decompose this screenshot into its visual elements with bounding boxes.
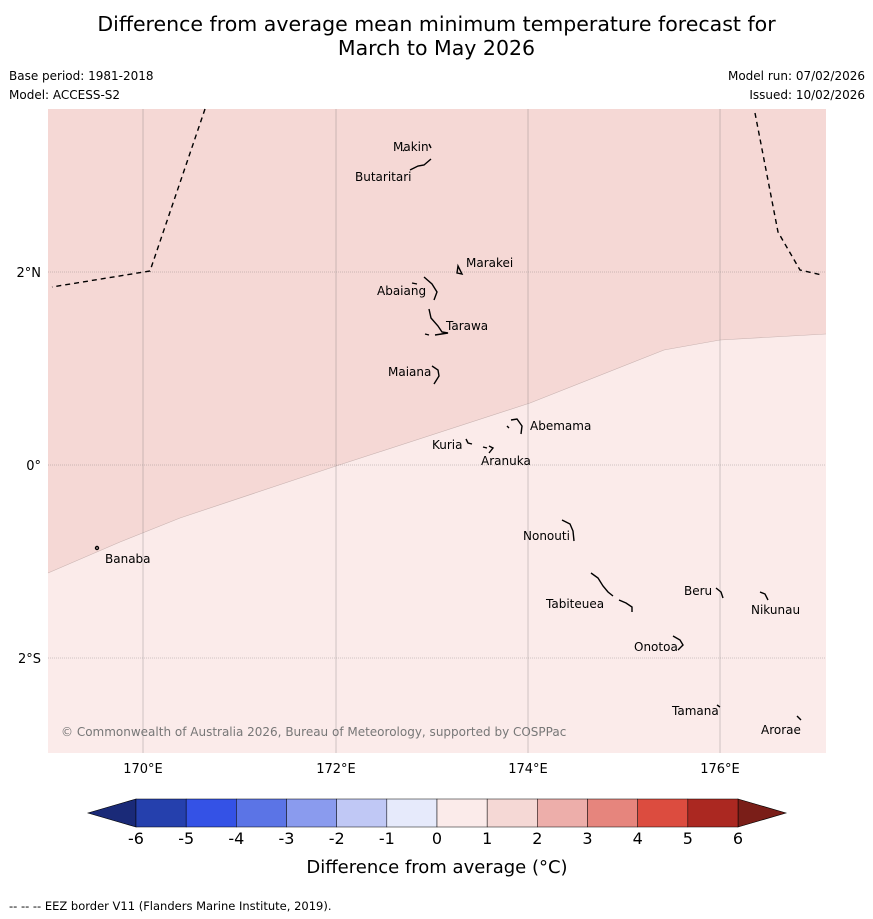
island-tamana: [716, 704, 721, 708]
island-nonouti: [561, 519, 575, 542]
colorbar-tick-label: -6: [128, 829, 144, 848]
label-marakei: Marakei: [466, 256, 513, 270]
colorbar-bin-1-to-2: [486, 798, 538, 828]
colorbar-tick-label: -4: [228, 829, 244, 848]
eez-legend-note: -- -- -- EEZ border V11 (Flanders Marine…: [9, 899, 332, 913]
island-abemama: [506, 418, 523, 435]
label-kuria: Kuria: [432, 438, 463, 452]
label-tamana: Tamana: [671, 704, 719, 718]
eez-borders: [51, 108, 823, 288]
lon-label-172: 172°E: [316, 762, 356, 777]
title-line-1: Difference from average mean minimum tem…: [97, 12, 776, 36]
colorbar-tick-label: 3: [582, 829, 592, 848]
base-period: Base period: 1981-2018: [9, 69, 154, 83]
colorbar-tick-label: 0: [432, 829, 442, 848]
label-nikunau: Nikunau: [751, 603, 800, 617]
lat-label-2n: 2°N: [17, 266, 42, 281]
label-nonouti: Nonouti: [523, 529, 570, 543]
colorbar-bin-4-to-5: [637, 798, 689, 828]
label-beru: Beru: [684, 584, 712, 598]
colorbar-tick-label: 1: [482, 829, 492, 848]
colorbar-tick-label: 2: [532, 829, 542, 848]
colorbar-bin-5-to-6: [687, 798, 739, 828]
colorbar-tick-label: 4: [633, 829, 643, 848]
island-onotoa: [672, 635, 684, 651]
island-makin: [402, 143, 432, 152]
island-tabiteuea: [590, 572, 633, 612]
lon-label-174: 174°E: [508, 762, 548, 777]
colorbar-bin-2-to-3: [537, 798, 588, 828]
label-onotoa: Onotoa: [634, 640, 678, 654]
label-tabiteuea: Tabiteuea: [545, 597, 604, 611]
colorbar: -6 -5 -4 -3 -2 -1 0 1 2 3 4 5 6: [86, 798, 788, 848]
model-name: Model: ACCESS-S2: [9, 88, 121, 102]
island-aranuka: [482, 445, 495, 454]
island-marakei: [456, 263, 464, 275]
label-aranuka: Aranuka: [481, 454, 531, 468]
label-butaritari: Butaritari: [355, 170, 412, 184]
label-tarawa: Tarawa: [445, 319, 488, 333]
copyright-notice: © Commonwealth of Australia 2026, Bureau…: [61, 725, 566, 739]
label-arorae: Arorae: [761, 723, 801, 737]
colorbar-tick-label: -5: [178, 829, 194, 848]
label-abaiang: Abaiang: [377, 284, 426, 298]
label-maiana: Maiana: [388, 365, 431, 379]
lon-label-170: 170°E: [123, 762, 163, 777]
meta-left: Base period: 1981-2018 Model: ACCESS-S2: [9, 67, 154, 105]
island-tarawa: [424, 308, 449, 336]
island-outlines: [94, 143, 802, 721]
anomaly-contour: [47, 333, 827, 574]
island-maiana: [431, 365, 440, 385]
island-arorae: [796, 715, 802, 721]
colorbar-bin--6-to--5: [135, 798, 187, 828]
island-labels: Makin Butaritari Marakei Abaiang Tarawa …: [105, 140, 801, 737]
island-beru: [715, 587, 724, 599]
lat-label-2s: 2°S: [18, 652, 41, 667]
label-banaba: Banaba: [105, 552, 151, 566]
island-banaba: [94, 545, 100, 551]
island-abaiang: [411, 276, 438, 301]
colorbar-bin--3-to--2: [286, 798, 337, 828]
colorbar-bin--2-to--1: [336, 798, 388, 828]
model-run: Model run: 07/02/2026: [727, 69, 865, 83]
colorbar-tick-label: 6: [733, 829, 743, 848]
colorbar-tick-label: -2: [329, 829, 345, 848]
label-makin: Makin: [393, 140, 429, 154]
title-line-2: March to May 2026: [337, 36, 536, 60]
meta-right: Model run: 07/02/2026 Issued: 10/02/2026: [728, 67, 865, 105]
colorbar-bin-0-to-1: [436, 798, 488, 828]
lon-label-176: 176°E: [700, 762, 740, 777]
eez-border-west: [51, 108, 206, 288]
colorbar-extend-under: [86, 798, 137, 828]
colorbar-bin--5-to--4: [185, 798, 237, 828]
chart-title: Difference from average mean minimum tem…: [0, 12, 873, 60]
axis-labels: 170°E 172°E 174°E 176°E 2°N 0° 2°S: [17, 266, 740, 777]
colorbar-bin-3-to-4: [587, 798, 638, 828]
colorbar-extend-over: [737, 798, 788, 828]
island-nikunau: [759, 591, 769, 601]
label-abemama: Abemama: [530, 419, 591, 433]
issued-date: Issued: 10/02/2026: [749, 88, 865, 102]
colorbar-label: Difference from average (°C): [306, 857, 567, 878]
island-kuria: [465, 438, 473, 445]
colorbar-tick-label: -1: [379, 829, 395, 848]
graticule: [48, 109, 826, 753]
colorbar-tick-label: -3: [279, 829, 295, 848]
island-butaritari: [409, 158, 432, 171]
colorbar-tick-label: 5: [683, 829, 693, 848]
colorbar-bin--4-to--3: [236, 798, 287, 828]
anomaly-region-1-to-2: [48, 109, 826, 573]
colorbar-bin--1-to-0: [386, 798, 438, 828]
lat-label-0: 0°: [26, 459, 41, 474]
